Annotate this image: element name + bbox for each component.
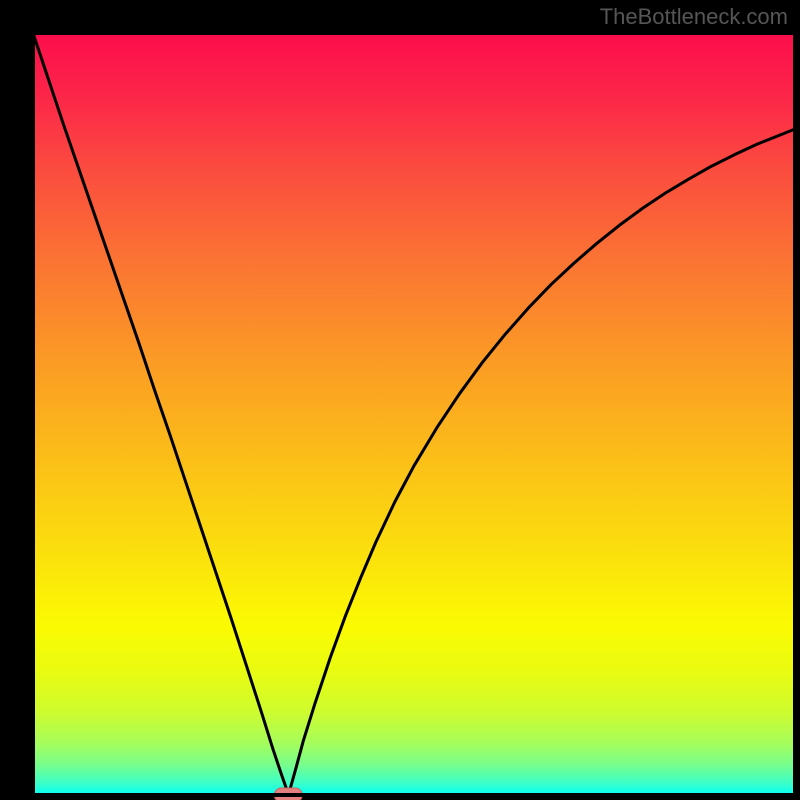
plot-background-gradient xyxy=(33,33,795,795)
chart-svg xyxy=(0,0,800,800)
bottleneck-chart: TheBottleneck.com xyxy=(0,0,800,800)
